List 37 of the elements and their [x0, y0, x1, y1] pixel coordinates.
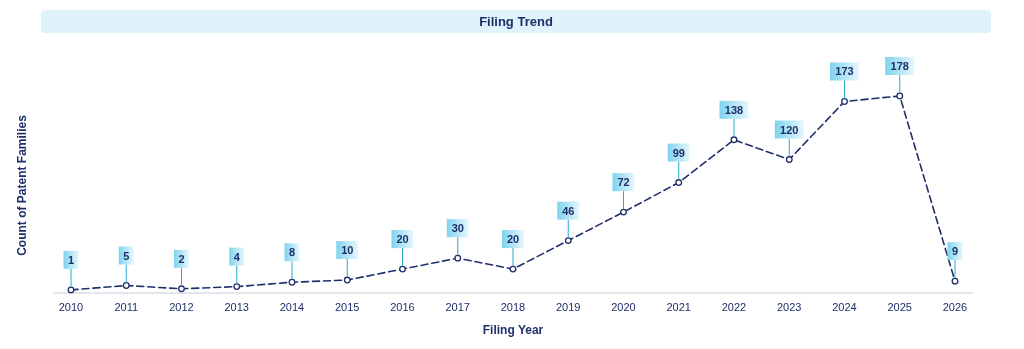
- x-tick-label: 2022: [721, 301, 747, 313]
- x-tick-label: 2011: [114, 301, 139, 313]
- x-tick-label: 2013: [224, 301, 249, 313]
- x-tick-label: 2021: [666, 301, 691, 313]
- x-tick-label: 2015: [335, 301, 360, 313]
- data-label: 138: [724, 103, 744, 116]
- data-label: 99: [672, 146, 685, 159]
- x-tick-label: 2023: [777, 301, 802, 313]
- x-tick-label: 2010: [58, 301, 84, 313]
- x-tick-label: 2012: [169, 301, 194, 313]
- data-label: 20: [506, 233, 520, 246]
- data-label: 10: [341, 244, 354, 257]
- x-tick-label: 2019: [556, 301, 581, 313]
- data-label: 9: [951, 245, 959, 258]
- y-axis-title: Count of Patent Families: [15, 114, 29, 256]
- x-tick-label: 2020: [611, 301, 636, 313]
- chart-title: Filing Trend: [479, 14, 553, 29]
- x-tick-label: 2017: [445, 301, 470, 313]
- x-tick-label: 2016: [390, 301, 415, 313]
- data-label: 1: [67, 253, 75, 266]
- data-label: 5: [123, 249, 130, 262]
- data-label: 72: [617, 176, 630, 189]
- data-label: 4: [233, 250, 241, 263]
- data-label: 178: [890, 60, 909, 72]
- data-label: 8: [288, 246, 296, 259]
- data-label: 173: [835, 65, 854, 78]
- x-tick-label: 2024: [832, 301, 857, 313]
- data-label: 120: [780, 123, 799, 136]
- x-tick-label: 2018: [500, 301, 526, 313]
- data-label: 2: [178, 252, 185, 265]
- x-tick-label: 2014: [279, 301, 305, 313]
- x-tick-label: 2025: [887, 301, 912, 313]
- data-label: 20: [396, 233, 409, 246]
- x-tick-label: 2026: [942, 301, 968, 313]
- data-label: 30: [451, 222, 464, 235]
- x-axis-title: Filing Year: [482, 323, 544, 337]
- data-label: 46: [562, 204, 575, 217]
